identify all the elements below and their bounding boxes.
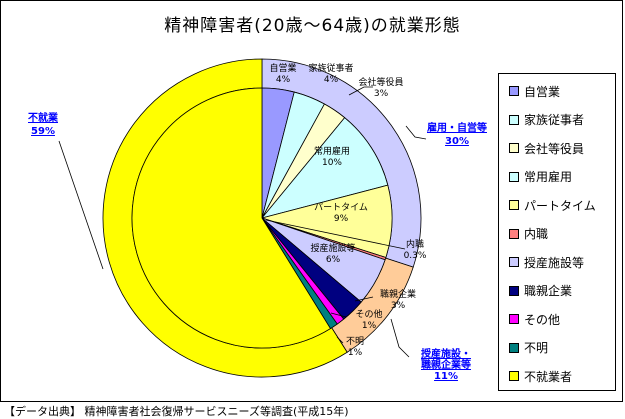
legend-item: パートタイム xyxy=(509,196,596,214)
legend-item: 家族従事者 xyxy=(509,111,584,129)
legend: 自営業家族従事者会社等役員常用雇用パートタイム 内職授産施設等職親企業その他不明不… xyxy=(498,73,616,391)
slice-label: 自営業 4% xyxy=(269,62,296,85)
slice-label: 不明 1% xyxy=(346,336,364,358)
chart-title: 精神障害者(20歳～64歳)の就業形態 xyxy=(164,16,461,36)
group-label: 雇用・自営等 30% xyxy=(427,121,487,147)
legend-label: その他 xyxy=(524,312,561,327)
legend-swatch xyxy=(509,171,519,182)
legend-label: 不就業者 xyxy=(524,369,573,384)
legend-item: 授産施設等 xyxy=(509,253,584,271)
legend-label: 自営業 xyxy=(524,84,561,99)
pie-slice xyxy=(260,117,389,219)
legend-swatch xyxy=(509,285,519,296)
legend-swatch xyxy=(509,228,519,239)
legend-item: 不就業者 xyxy=(509,367,572,385)
group-label: 不就業 59% xyxy=(28,111,59,137)
pie-slice xyxy=(131,87,331,349)
legend-swatch xyxy=(509,86,519,96)
legend-label: 家族従事者 xyxy=(524,113,585,127)
legend-swatch xyxy=(509,342,519,353)
legend-label: 不明 xyxy=(524,341,549,355)
pie-chart: 自営業 4% 家族従事者 4% 会社等役員 3% 常用雇用 10% パートタイム 9% 内職 0.3%… xyxy=(28,58,487,382)
slice-label: 家族従事者 4% xyxy=(308,62,353,85)
legend-label: 授産施設等 xyxy=(524,255,585,270)
slice-label: パートタイム 9% xyxy=(314,202,368,224)
slice-label: その他 1% xyxy=(355,308,382,331)
legend-item: 常用雇用 xyxy=(509,168,572,186)
slice-label: 会社等役員 3% xyxy=(358,76,403,99)
leader-line xyxy=(354,296,374,302)
legend-item: 内職 xyxy=(509,225,548,243)
legend-label: 内職 xyxy=(524,227,549,241)
group-label: 授産施設・職親企業等 11% xyxy=(421,347,471,382)
legend-label: 会社等役員 xyxy=(524,141,585,156)
legend-item: 自営業 xyxy=(509,82,560,100)
leader-line xyxy=(390,318,410,358)
legend-swatch xyxy=(509,371,519,381)
legend-label: パートタイム xyxy=(524,198,596,213)
leader-line xyxy=(348,86,373,96)
leader-line xyxy=(405,125,427,140)
legend-swatch xyxy=(509,143,519,153)
slice-label: 内職 0.3% xyxy=(404,238,427,261)
slice-label: 常用雇用 10% xyxy=(314,145,350,168)
legend-label: 職親企業 xyxy=(524,284,573,298)
slice-label: 授産施設等 6% xyxy=(310,242,355,265)
leader-line xyxy=(330,312,347,318)
legend-item: その他 xyxy=(509,310,560,328)
chart-frame: 精神障害者(20歳～64歳)の就業形態 自営業 4% 家族従事者 4% 会社等役員 3% 常… xyxy=(0,0,623,402)
leader-line xyxy=(265,219,406,250)
legend-swatch xyxy=(509,114,519,125)
legend-label: 常用雇用 xyxy=(524,170,573,184)
legend-swatch xyxy=(509,200,519,210)
slice-label: 職親企業 3% xyxy=(380,288,416,311)
legend-item: 不明 xyxy=(509,339,548,357)
legend-item: 職親企業 xyxy=(509,282,572,300)
legend-swatch xyxy=(509,257,519,267)
legend-item: 会社等役員 xyxy=(509,139,584,157)
leader-line xyxy=(58,140,104,270)
leader-line xyxy=(336,336,344,344)
data-source-note: 【データ出典】 精神障害者社会復帰サービスニーズ等調査(平成15年) xyxy=(4,405,349,418)
legend-swatch xyxy=(509,314,519,324)
